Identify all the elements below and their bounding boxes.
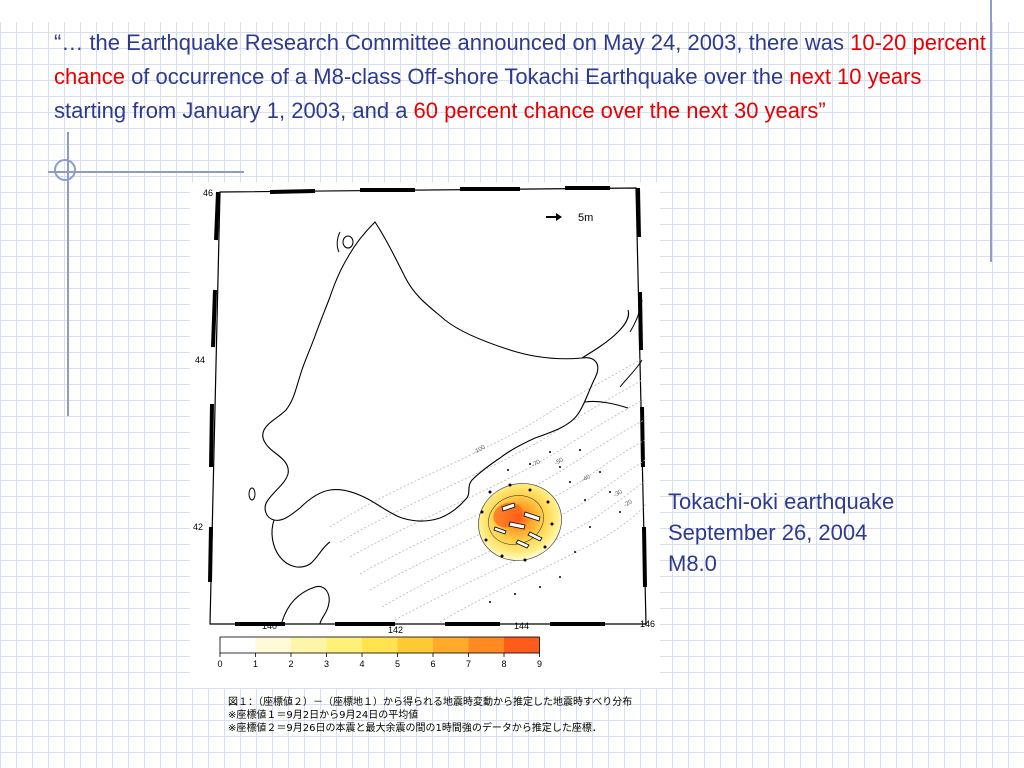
decorative-rule-horizontal: [48, 171, 244, 173]
colorbar-tick-label: 7: [466, 659, 471, 669]
svg-text:-20: -20: [623, 499, 634, 509]
quote-highlight: 60 percent chance over the next 30 years…: [413, 98, 826, 123]
slip-peak: [493, 502, 523, 528]
hokkaido-coastline: [262, 221, 599, 522]
slip-vectors: [493, 502, 543, 549]
colorbar-swatch: [291, 637, 327, 653]
lat-label-46: 46: [203, 188, 213, 198]
colorbar-border: [219, 636, 540, 654]
shiretoko-coast: [581, 309, 630, 359]
lat-label-44: 44: [195, 355, 205, 365]
colorbar-tick-label: 2: [288, 659, 293, 669]
lon-label-146: 146: [640, 619, 655, 629]
slip-patch: [478, 483, 562, 561]
colorbar-tick-label: 0: [217, 659, 222, 669]
colorbar-tick-label: 1: [253, 659, 258, 669]
decorative-rule-vertical-left: [67, 132, 69, 416]
quote-highlight: next 10 years: [789, 64, 922, 89]
figure-note-line: ※座標値２＝9月26日の本震と最大余震の間の1時間強のデータから推定した座標．: [228, 723, 602, 734]
vector-scale: 5m: [546, 212, 593, 224]
quote-segment: “… the Earthquake Research Committee ann…: [54, 30, 851, 55]
colorbar-swatch: [326, 637, 362, 653]
map-frame: [209, 187, 647, 625]
rishiri-island: [342, 235, 354, 249]
oshima-peninsula: [271, 519, 331, 568]
colorbar-tick-label: 9: [537, 659, 542, 669]
caption-line-date: September 26, 2004: [668, 520, 868, 545]
slip-contour: [478, 483, 562, 561]
caption-line-name: Tokachi-oki earthquake: [668, 489, 895, 514]
quote-segment: starting from January 1, 2003, and a: [54, 98, 414, 123]
svg-text:-100: -100: [473, 444, 487, 456]
lat-label-42: 42: [193, 522, 203, 532]
colorbar-tick-label: 8: [501, 659, 506, 669]
nemuro-coast: [584, 400, 629, 409]
quote-text: “… the Earthquake Research Committee ann…: [54, 26, 994, 128]
quote-segment: of occurrence of a M8-class Off-shore To…: [124, 64, 790, 89]
colorbar-tick-label: 6: [430, 659, 435, 669]
svg-text:-70: -70: [531, 459, 542, 469]
colorbar-swatch: [433, 637, 469, 653]
grid-nodes: [480, 449, 621, 603]
colorbar-swatch: [397, 637, 433, 653]
lon-label-140: 140: [262, 621, 277, 631]
slip-distribution-map: 46 44 42 140 142 144 146 5m: [190, 182, 660, 688]
colorbar-tick-label: 4: [359, 659, 364, 669]
quote-highlight: 10-20 percent chance: [54, 30, 986, 89]
top-band: [0, 0, 1024, 22]
earthquake-caption: Tokachi-oki earthquake September 26, 200…: [668, 486, 1008, 579]
colorbar-tick-label: 3: [324, 659, 329, 669]
svg-text:-30: -30: [613, 489, 624, 499]
slip-colorbar: 0 1 2 3 4 5 6 7 8 9: [217, 636, 542, 669]
svg-text:-50: -50: [554, 457, 565, 467]
colorbar-swatch: [468, 637, 504, 653]
contour-value-labels: -100 -70 -50 -40 -30 -20: [473, 444, 634, 509]
lon-label-142: 142: [388, 625, 403, 635]
lon-label-144: 144: [514, 621, 529, 631]
rebun-island: [336, 231, 341, 253]
map-svg: 46 44 42 140 142 144 146 5m: [193, 186, 655, 669]
colorbar-swatch: [255, 637, 291, 653]
figure-note: 図１：（座標値２）－（座標地１）から得られる地震時変動から推定した地震時すべり分…: [228, 696, 648, 735]
colorbar-swatch: [362, 637, 398, 653]
svg-text:-40: -40: [581, 474, 592, 484]
caption-line-magnitude: M8.0: [668, 551, 717, 576]
honshu-coast: [281, 585, 330, 625]
graticule-ticks: [208, 186, 647, 626]
okushiri-island: [248, 487, 256, 501]
kuril-island: [619, 359, 643, 388]
colorbar-tick-label: 5: [395, 659, 400, 669]
figure-note-line: ※座標値１＝9月2日から9月24日の平均値: [228, 710, 419, 721]
colorbar-swatch: [220, 637, 256, 653]
kuril-island-2: [629, 299, 643, 333]
figure-note-line: 図１：（座標値２）－（座標地１）から得られる地震時変動から推定した地震時すべり分…: [228, 697, 633, 708]
decorative-ring-icon: [54, 159, 76, 181]
decorative-rule-vertical-right: [990, 0, 992, 262]
svg-text:5m: 5m: [578, 212, 593, 224]
colorbar-swatch: [504, 637, 540, 653]
